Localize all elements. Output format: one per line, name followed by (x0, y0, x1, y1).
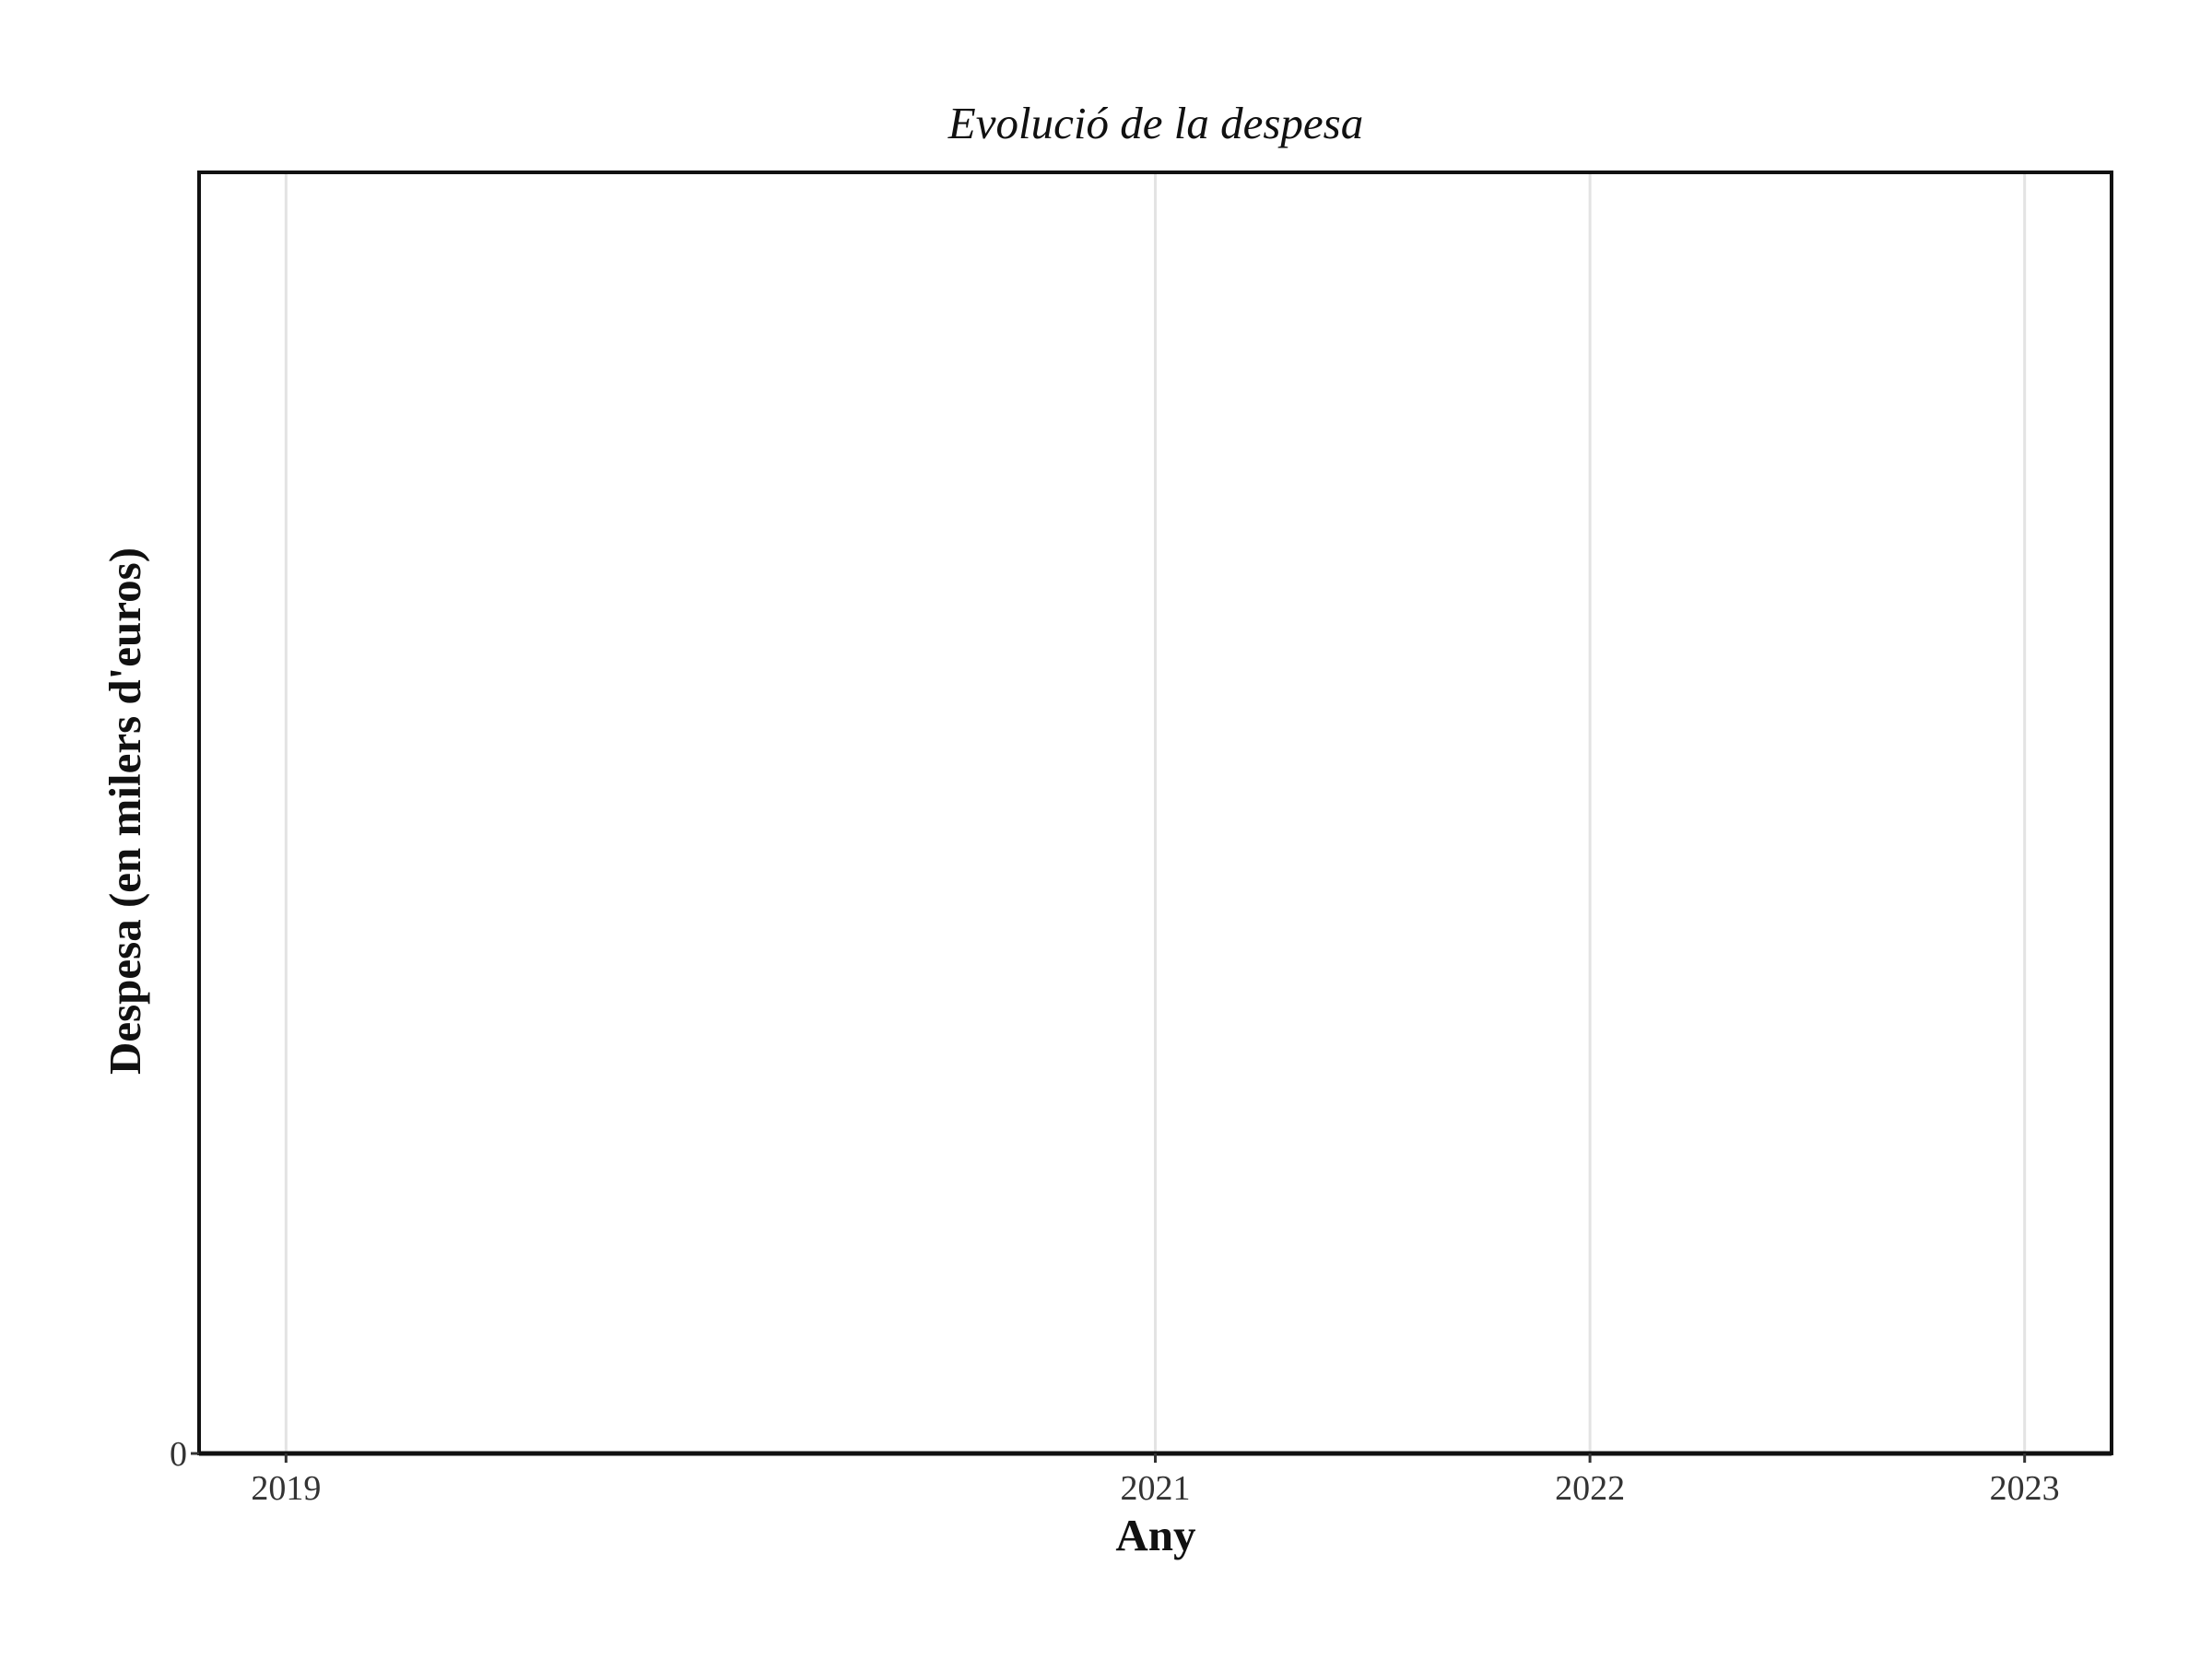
x-tick-label: 2022 (1555, 1469, 1625, 1508)
x-axis-title: Any (1115, 1510, 1196, 1560)
x-axis-ticks: 2019 2021 2022 2023 (251, 1453, 2060, 1508)
x-tick-label: 2019 (251, 1469, 321, 1508)
y-axis-ticks: 0 (170, 1435, 199, 1474)
x-tick-label: 2021 (1121, 1469, 1191, 1508)
x-tick-label: 2023 (1990, 1469, 2060, 1508)
x-gridlines (284, 174, 2027, 1452)
y-tick-label: 0 (170, 1435, 187, 1474)
chart-title: Evolució de la despesa (947, 98, 1363, 148)
y-axis-title: Despesa (en milers d'euros) (100, 547, 150, 1075)
